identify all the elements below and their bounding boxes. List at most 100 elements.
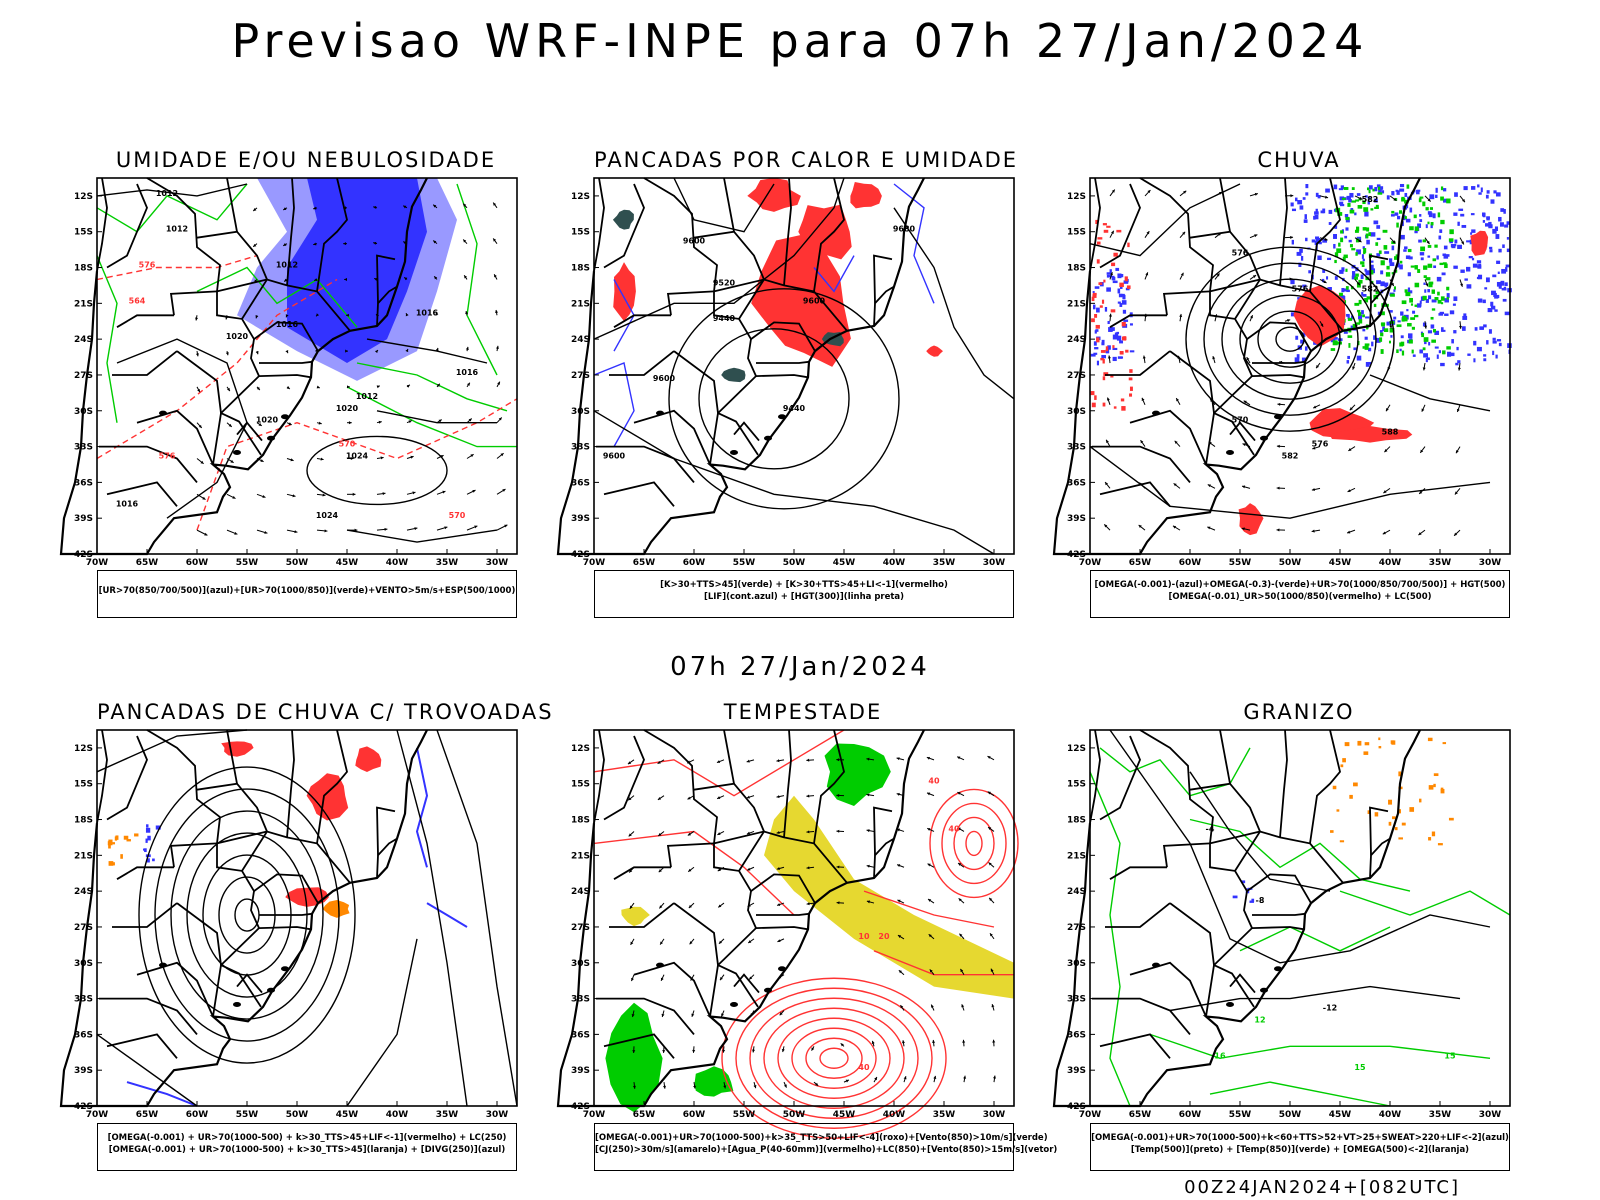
wind-vector-head [412,491,416,495]
coastline [59,177,428,556]
rain-speckle [1344,235,1348,239]
water-content-contour [749,997,919,1119]
heavy-rain-speckle [1337,212,1343,216]
rain-speckle [1453,330,1457,334]
rain-speckle [1111,276,1116,281]
jet-stream-area [621,906,650,927]
rain-speckle [1094,347,1099,350]
contour-label: 570 [449,511,466,520]
rain-speckle [1111,262,1116,267]
rain-speckle [1454,192,1458,197]
rain-speckle [1395,189,1399,192]
rain-speckle [1500,208,1505,212]
coastline [1052,177,1421,556]
x-tick-label: 65W [136,1110,159,1120]
border-line [1099,481,1171,507]
height-contour [673,177,775,233]
border-line [1089,177,1101,272]
border-line [258,926,312,931]
rain-speckle [1431,299,1437,303]
rain-speckle [1466,266,1471,272]
humidity-contour [96,183,248,233]
streamline-arrow-head [1349,407,1353,411]
streamline-arrow-head [1393,197,1397,201]
rain-speckle [1436,255,1439,260]
rain-speckle [1362,293,1367,297]
wind-vector-head [436,383,440,387]
rain-speckle [1368,347,1372,352]
rain-speckle [1096,337,1100,343]
rain-speckle [1483,358,1487,362]
rain-speckle [1468,256,1473,259]
streamline-arrow-head [1456,408,1460,413]
wind-vector-head [723,1085,727,1089]
heavy-rain-speckle [1446,198,1451,204]
panel-5-legend: [OMEGA(-0.001)+UR>70(1000-500)+k>35_TTS>… [594,1123,1057,1171]
border-line [212,963,262,1017]
heavy-rain-speckle [1338,242,1341,247]
rain-speckle [1343,288,1348,292]
border-line [603,1033,675,1059]
rain-speckle [1442,198,1448,203]
instability-area [850,182,882,209]
rain-speckle [1129,369,1133,373]
rain-speckle [1463,313,1467,318]
rain-speckle [1462,315,1468,320]
x-tick-label: 30W [1479,1110,1502,1120]
border-line [1139,729,1254,966]
wind-vector-head [253,208,257,211]
rain-speckle [1314,211,1319,215]
rain-speckle [1443,188,1447,192]
rain-speckle [1425,298,1429,303]
rain-speckle [1491,290,1496,296]
wind-vector-head [405,313,409,317]
wind-vector-head [294,530,298,534]
rain-speckle [1495,354,1498,359]
rain-area [1329,426,1413,443]
streamline-arrow-head [1387,367,1391,371]
streamline-arrow-head [1426,240,1430,245]
wind-vector-head [717,832,721,835]
border-line [316,729,348,844]
omega-speckle [1357,740,1362,746]
wind-vector-head [657,796,662,800]
border-line [376,254,396,304]
humidity-contour [456,183,498,376]
strong-wind-area [605,1002,663,1113]
wind-vector-head [403,205,407,209]
y-tick-label: 24S [571,335,590,345]
humidity-contour [346,386,517,448]
wind-vector-head [197,388,200,393]
border-line [236,973,263,994]
divergence-speckle [145,827,151,833]
wind-vector-head [264,530,268,534]
contour-label: 576 [1292,284,1309,293]
y-tick-label: 30S [571,959,590,969]
shower-speckle [134,833,139,837]
rain-speckle [1436,276,1442,282]
wind-vector-head [373,241,377,245]
rain-speckle [1348,199,1352,203]
thunderstorm-area [355,746,382,772]
x-tick-label: 65W [633,1110,656,1120]
rain-speckle [1498,248,1502,253]
wind-vector-head [990,968,994,972]
contour-label: 1012 [276,261,298,270]
rain-speckle [1408,290,1413,294]
rain-speckle [1333,184,1338,190]
rain-speckle [1101,354,1107,359]
x-tick-label: 40W [883,558,906,568]
rain-speckle [1506,221,1511,225]
wind-vector-head [815,1082,819,1086]
rain-speckle [1487,308,1493,313]
rain-speckle [1361,292,1364,296]
heavy-rain-speckle [1410,317,1416,320]
border-line [1105,902,1171,928]
wind-vector-head [929,969,933,973]
lake [1152,962,1160,968]
wind-vector-head [348,421,352,425]
rain-speckle [1449,352,1455,357]
rain-speckle [1495,234,1500,239]
heavy-rain-speckle [1434,244,1438,248]
wind-vector-head [866,829,870,833]
